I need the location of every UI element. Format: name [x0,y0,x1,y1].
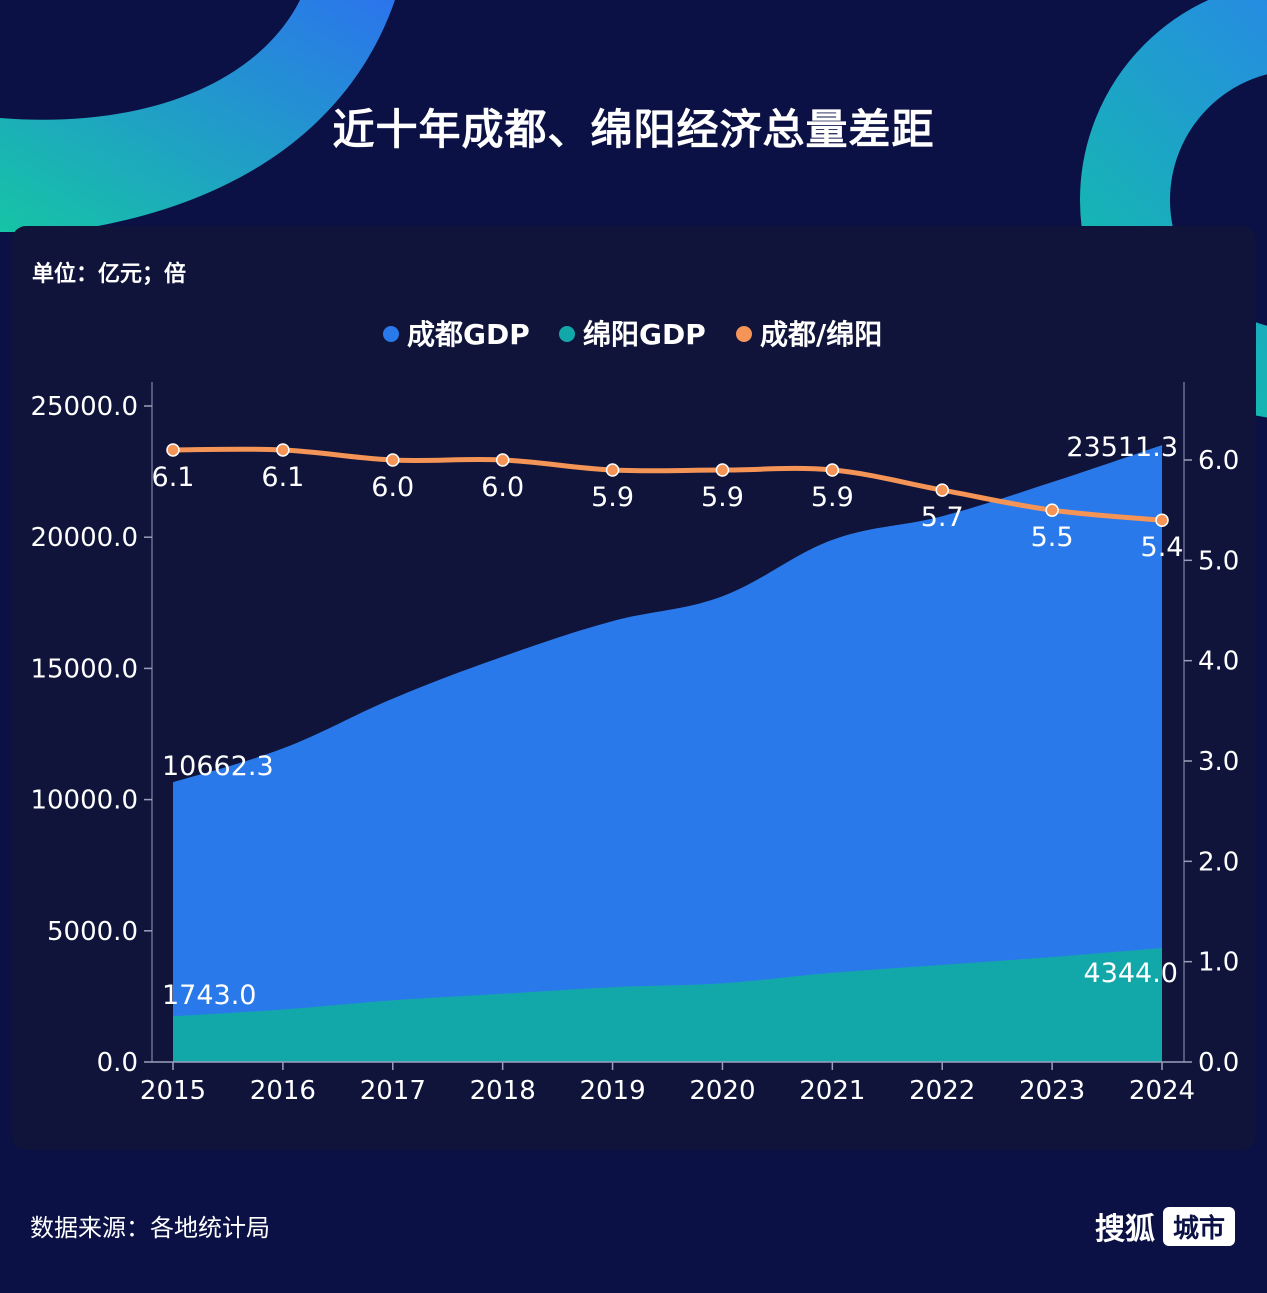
area-mianyang-gdp [173,948,1162,1062]
ratio-point [386,453,400,467]
ratio-data-label: 6.0 [371,472,414,503]
y-right-tick-label: 2.0 [1198,847,1239,877]
ratio-point [495,453,510,467]
ratio-data-label: 5.4 [1141,532,1184,563]
x-tick-label: 2023 [1019,1076,1085,1106]
ratio-point [1045,503,1059,517]
y-left-tick-label: 5000.0 [47,917,138,947]
legend-marker [383,326,399,342]
y-right-tick-label: 0.0 [1198,1048,1239,1078]
x-tick-label: 2024 [1129,1076,1195,1106]
ratio-data-label: 5.9 [591,482,634,513]
legend-marker [736,326,752,342]
ratio-data-label: 5.5 [1031,522,1074,553]
ratio-data-label: 5.9 [811,482,854,513]
unit-label: 单位：亿元；倍 [32,262,187,287]
ratio-data-label: 6.1 [152,462,195,493]
brand-logo: 搜狐 城市 [1095,1204,1235,1248]
x-tick-label: 2022 [909,1076,975,1106]
brand-name: 搜狐 [1094,1212,1155,1247]
x-tick-label: 2016 [250,1076,316,1106]
legend-label: 成都GDP [407,318,530,351]
legend-label: 成都/绵阳 [760,318,882,351]
deco-ring-right [1080,0,1267,418]
ratio-data-label: 6.0 [481,472,524,503]
ratio-point [935,483,949,497]
y-right-tick-label: 5.0 [1198,546,1239,576]
x-tick-label: 2017 [360,1076,426,1106]
ratio-point [276,443,290,457]
chart-title: 近十年成都、绵阳经济总量差距 [332,105,935,154]
y-right-tick-label: 1.0 [1198,948,1239,978]
chengdu-start-label: 10662.3 [162,751,274,782]
legend-marker [559,326,575,342]
chengdu-end-label: 23511.3 [1066,432,1178,463]
ratio-point [1155,513,1169,527]
ratio-data-label: 5.9 [701,482,744,513]
y-left-tick-label: 10000.0 [30,786,138,816]
ratio-point [166,443,180,457]
y-left-tick-label: 0.0 [97,1048,138,1078]
ratio-point [605,463,620,477]
ratio-data-label: 5.7 [921,502,964,533]
y-right-tick-label: 6.0 [1198,446,1239,476]
legend-label: 绵阳GDP [583,318,706,351]
data-source: 数据来源：各地统计局 [30,1214,270,1242]
ratio-point [825,463,840,477]
brand-badge: 城市 [1162,1206,1235,1246]
y-left-tick-label: 20000.0 [30,523,138,553]
y-left-tick-label: 25000.0 [30,392,138,422]
x-tick-label: 2021 [799,1076,865,1106]
mianyang-start-label: 1743.0 [162,980,256,1011]
y-right-tick-label: 4.0 [1198,647,1239,677]
y-left-tick-label: 15000.0 [30,654,138,684]
area-chengdu-gdp [173,445,1162,1062]
x-tick-label: 2015 [140,1076,206,1106]
x-tick-label: 2020 [689,1076,755,1106]
y-right-tick-label: 3.0 [1198,747,1239,777]
ratio-point [715,463,730,477]
deco-arc-left [0,0,395,232]
line-ratio [172,446,1163,523]
x-tick-label: 2019 [579,1076,645,1106]
x-tick-label: 2018 [470,1076,536,1106]
ratio-data-label: 6.1 [261,462,304,493]
mianyang-end-label: 4344.0 [1084,958,1178,989]
